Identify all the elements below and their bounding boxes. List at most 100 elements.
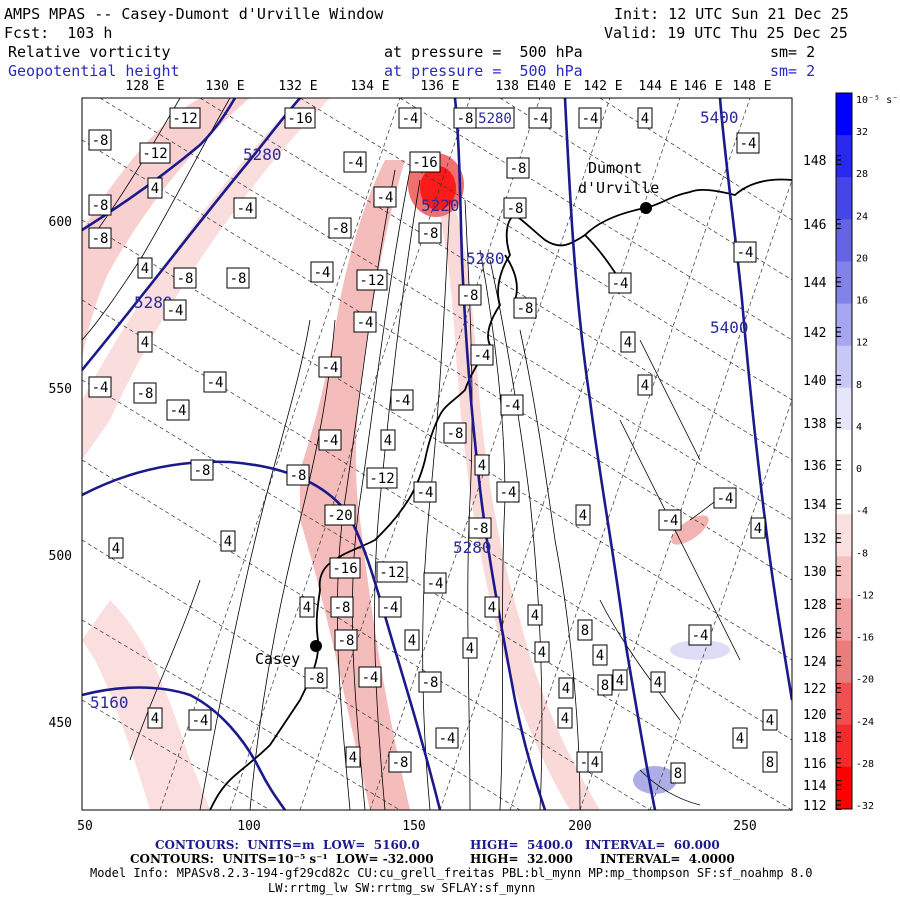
vorticity-label: -4 xyxy=(736,132,760,154)
svg-text:-4: -4 xyxy=(612,276,629,292)
vorticity-label: -8 xyxy=(443,422,467,444)
right-lat-label: 126 E xyxy=(803,627,842,642)
right-lat-label: 128 E xyxy=(803,598,842,613)
colorbar-label: 16 xyxy=(856,296,868,307)
y-tick-label: 450 xyxy=(49,716,72,731)
right-lat-label: 142 E xyxy=(803,326,842,341)
svg-text:-4: -4 xyxy=(377,190,394,206)
colorbar-label: 0 xyxy=(856,464,862,475)
svg-text:4: 4 xyxy=(538,645,546,661)
graticule xyxy=(82,98,792,810)
svg-text:4: 4 xyxy=(561,711,569,727)
vort-band-central xyxy=(300,160,410,810)
vorticity-label: -8 xyxy=(304,667,328,689)
top-lon-label: 144 E xyxy=(638,79,677,94)
vorticity-label: -4 xyxy=(496,481,520,503)
vorticity-label: -4 xyxy=(528,107,552,129)
colorbar-label: -16 xyxy=(856,633,874,644)
svg-text:-8: -8 xyxy=(447,426,464,442)
casey-station-marker xyxy=(310,640,322,652)
colorbar-segment xyxy=(836,93,852,136)
svg-text:-8: -8 xyxy=(334,600,351,616)
colorbar-label: -28 xyxy=(856,759,874,770)
x-tick-label: 150 xyxy=(402,819,425,834)
top-lon-label: 134 E xyxy=(350,79,389,94)
svg-text:4: 4 xyxy=(579,508,587,524)
vorticity-label: -4 xyxy=(318,356,342,378)
svg-text:-4: -4 xyxy=(192,713,209,729)
vorticity-label: 8 xyxy=(577,619,593,641)
footer-height-contours: CONTOURS: UNITS=m LOW= 5160.0 xyxy=(155,838,420,852)
svg-text:-8: -8 xyxy=(230,271,247,287)
footer-height-interval: INTERVAL= 60.000 xyxy=(585,838,720,852)
x-tick-label: 100 xyxy=(237,819,260,834)
svg-text:-4: -4 xyxy=(347,155,364,171)
colorbar-segment xyxy=(836,640,852,684)
svg-text:4: 4 xyxy=(488,600,496,616)
field1-level: at pressure = 500 hPa xyxy=(384,43,583,61)
svg-text:-4: -4 xyxy=(662,513,679,529)
field1-name: Relative vorticity xyxy=(8,43,171,61)
right-lat-label: 122 E xyxy=(803,682,842,697)
vorticity-label: -8 xyxy=(468,517,492,539)
vorticity-label: -4 xyxy=(318,429,342,451)
forecast-hour: Fcst: 103 h xyxy=(4,24,113,42)
footer-vort-interval: INTERVAL= 4.0000 xyxy=(600,852,735,866)
vorticity-label: -4 xyxy=(733,241,757,263)
colorbar-label: -32 xyxy=(856,801,874,812)
colorbar-segment xyxy=(836,472,852,515)
vorticity-label: -8 xyxy=(286,464,310,486)
top-lon-label: 148 E xyxy=(732,79,771,94)
footer-height-high: HIGH= 5400.0 xyxy=(470,838,573,852)
vorticity-label: 4 xyxy=(137,331,153,353)
vorticity-label: -8 xyxy=(88,227,112,249)
svg-text:-4: -4 xyxy=(427,576,444,592)
vorticity-label: 4 xyxy=(637,107,653,129)
vorticity-label: 4 xyxy=(404,629,420,651)
svg-text:-4: -4 xyxy=(92,380,109,396)
svg-text:4: 4 xyxy=(616,673,624,689)
vorticity-label: -8 xyxy=(88,194,112,216)
svg-text:4: 4 xyxy=(466,641,474,657)
vorticity-label: -4 xyxy=(353,311,377,333)
svg-text:-8: -8 xyxy=(517,301,534,317)
vorticity-label: -8 xyxy=(334,629,358,651)
vort-band-west2 xyxy=(82,98,330,460)
field2-smoothing: sm= 2 xyxy=(770,62,816,80)
svg-text:-8: -8 xyxy=(510,161,527,177)
height-label: 5280 xyxy=(243,145,282,164)
top-lon-label: 136 E xyxy=(420,79,459,94)
svg-text:4: 4 xyxy=(408,633,416,649)
svg-text:8: 8 xyxy=(766,755,774,771)
svg-text:4: 4 xyxy=(654,675,662,691)
colorbar-label: -8 xyxy=(856,548,868,559)
field2-level: at pressure = 500 hPa xyxy=(384,62,583,80)
svg-text:4: 4 xyxy=(591,755,599,771)
x-tick-label: 200 xyxy=(568,819,591,834)
svg-text:4: 4 xyxy=(303,600,311,616)
svg-text:-4: -4 xyxy=(170,403,187,419)
svg-text:-8: -8 xyxy=(92,198,109,214)
svg-text:-4: -4 xyxy=(737,245,754,261)
casey-label: Casey xyxy=(255,650,300,668)
vort-min-southeast xyxy=(633,766,677,794)
vorticity-label: -8 xyxy=(506,157,530,179)
svg-text:-4: -4 xyxy=(357,315,374,331)
right-lat-label: 118 E xyxy=(803,731,842,746)
svg-text:-16: -16 xyxy=(332,561,357,577)
svg-text:4: 4 xyxy=(736,731,744,747)
vorticity-label: -12 xyxy=(366,467,398,489)
svg-text:-12: -12 xyxy=(379,565,404,581)
vorticity-label: -16 xyxy=(409,151,441,173)
colorbar-segment xyxy=(836,724,852,768)
svg-text:4: 4 xyxy=(141,335,149,351)
vorticity-label: 4 xyxy=(575,504,591,526)
vorticity-label: 4 xyxy=(108,537,124,559)
vort-min-east xyxy=(670,640,730,660)
svg-text:-4: -4 xyxy=(314,265,331,281)
colorbar-label: -4 xyxy=(856,506,868,517)
right-lat-label: 120 E xyxy=(803,708,842,723)
vorticity-label: -16 xyxy=(329,557,361,579)
svg-text:4: 4 xyxy=(624,335,632,351)
